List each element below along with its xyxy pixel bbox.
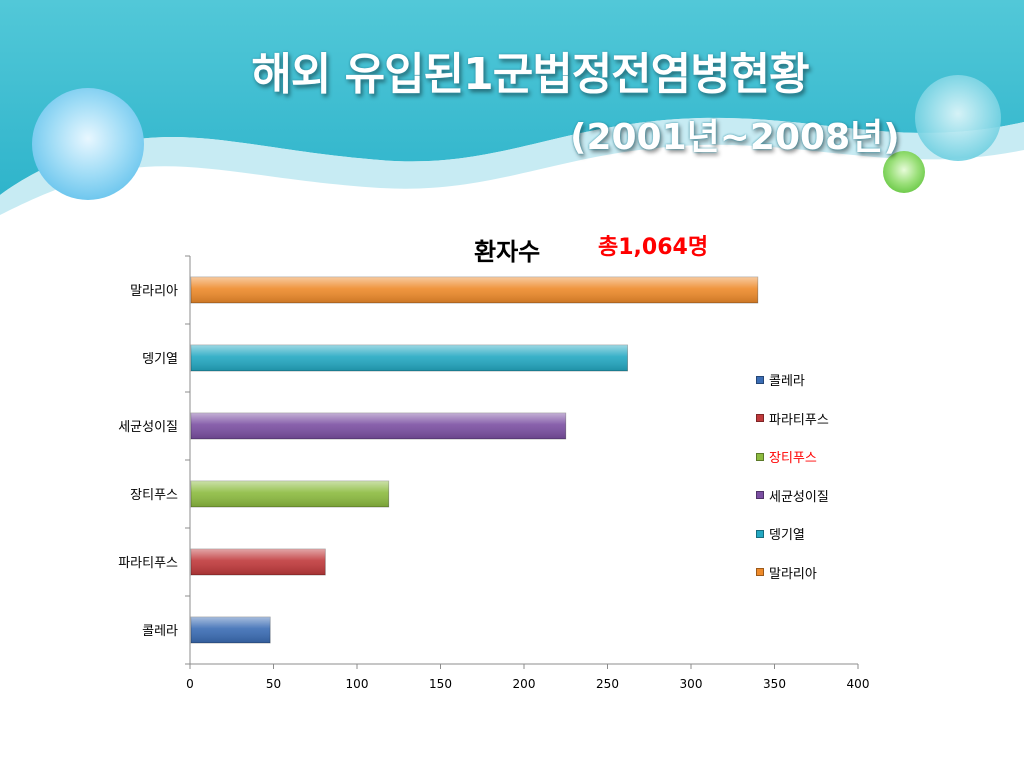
category-labels: 콜레라 파라티푸스 장티푸스 세균성이질 뎅기열 말라리아 <box>118 284 178 639</box>
legend-swatch <box>756 375 764 384</box>
legend-swatch <box>756 452 764 461</box>
x-tick-label: 200 <box>513 677 536 691</box>
legend-label: 장티푸스 <box>769 451 817 467</box>
legend-swatch <box>756 568 764 577</box>
category-label: 장티푸스 <box>130 488 178 503</box>
category-label: 세균성이질 <box>118 420 178 435</box>
x-tick-label: 0 <box>186 677 194 691</box>
bar-shine <box>191 413 566 439</box>
legend-item: 파라티푸스 <box>756 409 829 428</box>
bar-shine <box>191 345 628 371</box>
legend-swatch <box>756 491 764 500</box>
legend-item: 뎅기열 <box>756 524 829 543</box>
category-label: 뎅기열 <box>142 352 178 367</box>
legend-label: 세균성이질 <box>769 489 829 505</box>
bubble-decoration <box>915 75 1001 161</box>
legend-swatch <box>756 529 764 538</box>
bar-shine <box>191 617 271 643</box>
legend-item: 장티푸스 <box>756 447 829 466</box>
legend-label: 콜레라 <box>769 374 805 389</box>
bubble-decoration <box>32 88 144 200</box>
slide-subtitle: (2001년~2008년) <box>570 117 900 158</box>
x-tick-label: 300 <box>680 677 703 691</box>
legend-label: 말라리아 <box>769 566 817 582</box>
tick-labels: 0 50 100 150 200 250 300 350 400 <box>186 677 869 691</box>
category-label: 파라티푸스 <box>118 556 178 571</box>
chart-bars <box>190 276 759 644</box>
bar-shine <box>191 481 389 507</box>
legend-label: 뎅기열 <box>769 528 805 544</box>
chart-title: 환자수 <box>474 238 541 266</box>
x-tick-label: 100 <box>346 677 369 691</box>
chart-axes <box>185 255 859 669</box>
legend-label: 파라티푸스 <box>769 412 829 428</box>
x-tick-label: 150 <box>429 677 452 691</box>
legend-item: 콜레라 <box>756 370 829 389</box>
legend-item: 세균성이질 <box>756 486 829 505</box>
legend-swatch <box>756 414 764 423</box>
category-label: 콜레라 <box>142 624 178 639</box>
x-tick-label: 50 <box>266 677 281 691</box>
x-tick-label: 400 <box>847 677 870 691</box>
green-bubble-decoration <box>883 151 925 193</box>
bar-shine <box>191 277 758 303</box>
bar-shine <box>191 549 326 575</box>
total-count: 총1,064명 <box>598 235 709 260</box>
slide-title: 해외 유입된1군법정전염병현황 <box>251 49 809 100</box>
x-tick-label: 350 <box>763 677 786 691</box>
category-label: 말라리아 <box>130 284 178 299</box>
x-tick-label: 250 <box>596 677 619 691</box>
legend-item: 말라리아 <box>756 563 829 582</box>
